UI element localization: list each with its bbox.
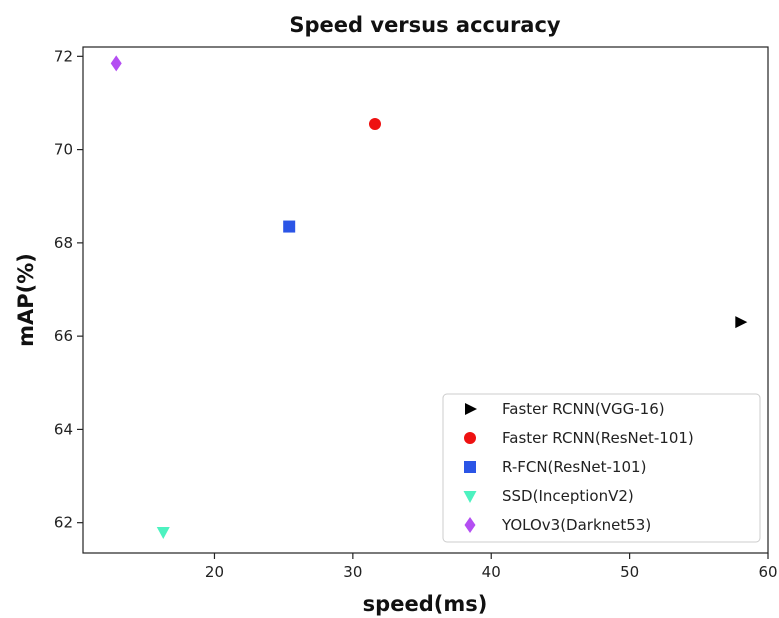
legend-entry-label: SSD(InceptionV2) bbox=[502, 487, 634, 505]
y-tick-label: 72 bbox=[54, 47, 73, 65]
y-tick-label: 62 bbox=[54, 514, 73, 532]
data-point bbox=[110, 55, 122, 72]
legend-box bbox=[442, 393, 761, 543]
y-tick-label: 68 bbox=[54, 234, 73, 252]
legend-marker bbox=[464, 432, 476, 444]
legend-entry-label: R-FCN(ResNet-101) bbox=[502, 458, 646, 476]
legend-marker bbox=[464, 517, 476, 533]
x-axis-title: speed(ms) bbox=[363, 592, 488, 616]
chart-legend: Faster RCNN(VGG-16) Faster RCNN(ResNet-10… bbox=[442, 393, 761, 543]
legend-marker bbox=[463, 491, 477, 503]
data-point bbox=[368, 117, 381, 130]
chart-title: Speed versus accuracy bbox=[289, 13, 561, 37]
x-axis-ticks: 20 30 40 50 60 bbox=[205, 553, 778, 581]
x-tick-label: 50 bbox=[620, 563, 639, 581]
data-point bbox=[156, 527, 170, 540]
data-point bbox=[283, 220, 296, 233]
y-tick-label: 70 bbox=[54, 141, 73, 159]
x-tick-label: 60 bbox=[758, 563, 777, 581]
legend-marker bbox=[464, 461, 476, 473]
x-tick-label: 20 bbox=[205, 563, 224, 581]
x-tick-label: 40 bbox=[482, 563, 501, 581]
x-tick-label: 30 bbox=[343, 563, 362, 581]
y-axis-title: mAP(%) bbox=[14, 253, 38, 347]
y-tick-label: 66 bbox=[54, 327, 73, 345]
legend-entry-label: YOLOv3(Darknet53) bbox=[501, 516, 651, 534]
legend-marker bbox=[465, 403, 477, 415]
legend-entry-label: Faster RCNN(ResNet-101) bbox=[502, 429, 694, 447]
y-axis-ticks: 62 64 66 68 70 72 bbox=[54, 47, 83, 532]
legend-entry-label: Faster RCNN(VGG-16) bbox=[502, 400, 665, 418]
data-points bbox=[110, 55, 748, 540]
y-tick-label: 64 bbox=[54, 420, 73, 438]
data-point bbox=[735, 316, 748, 329]
